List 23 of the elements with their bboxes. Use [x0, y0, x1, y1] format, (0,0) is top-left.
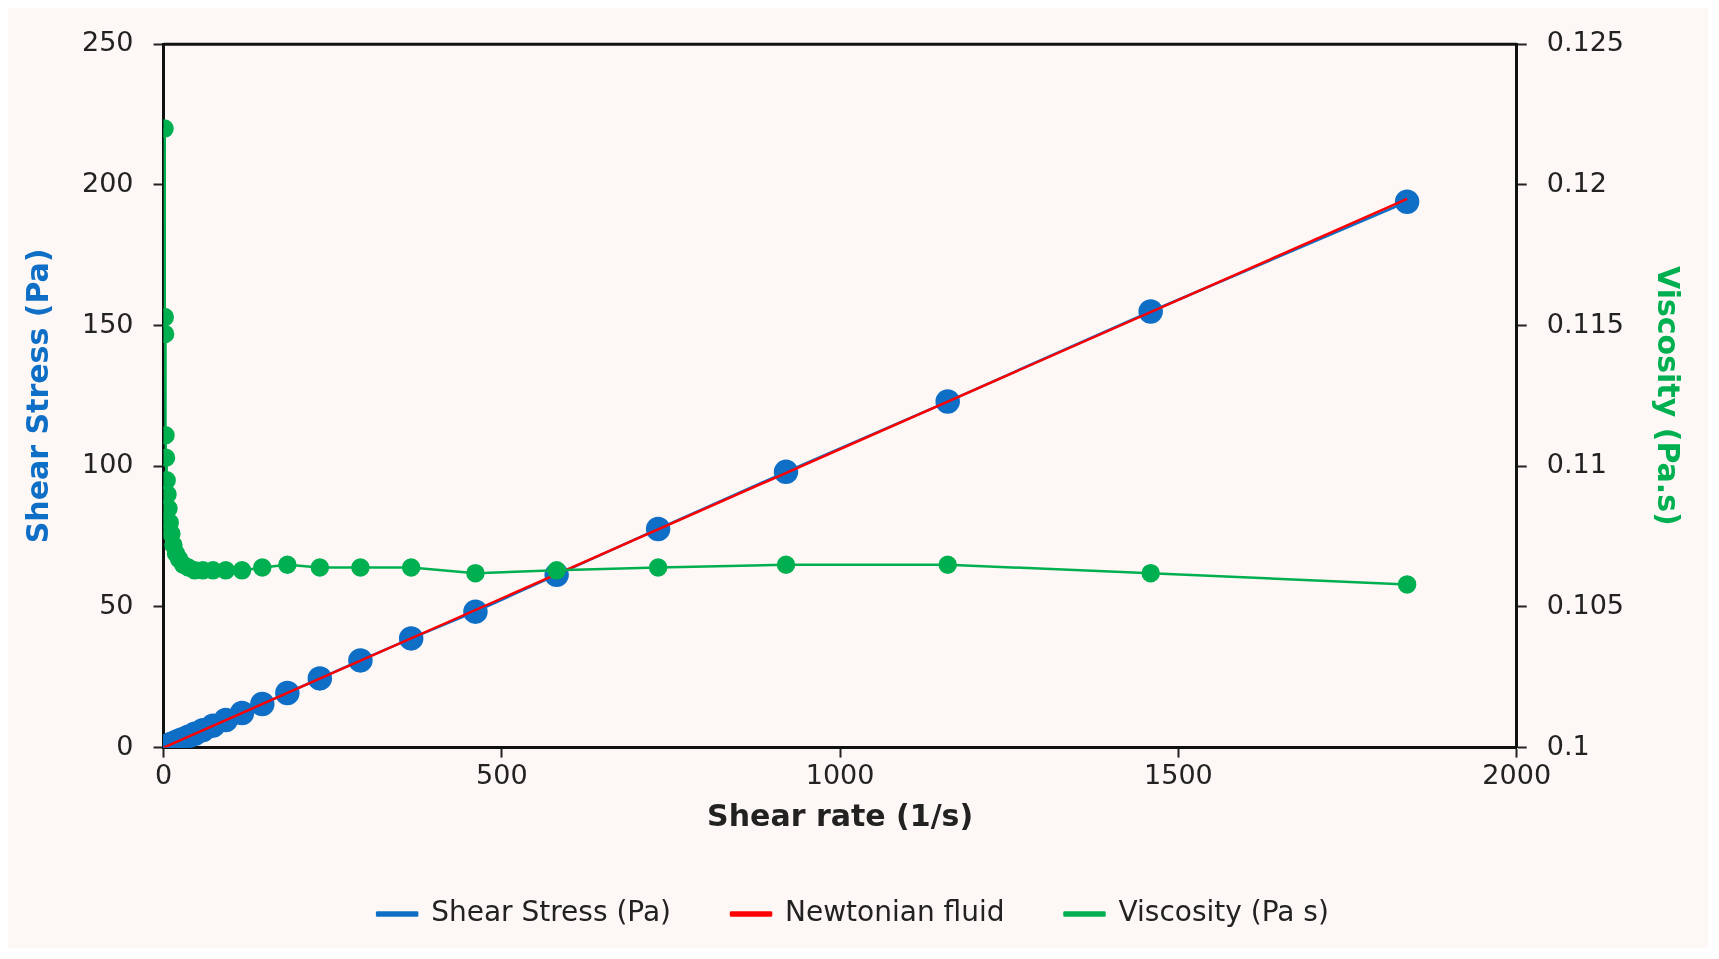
y2-tick-label: 0.115 — [1546, 307, 1624, 339]
y2-tick-label: 0.11 — [1546, 448, 1607, 480]
y2-tick-label: 0.12 — [1546, 166, 1607, 198]
legend-label: Newtonian fluid — [785, 895, 1005, 929]
x-tick-label: 0 — [154, 758, 173, 790]
x-tick-label: 2000 — [1482, 758, 1552, 790]
y2-tick-label: 0.1 — [1546, 729, 1590, 761]
y-tick-label: 0 — [116, 729, 134, 761]
y2-tick-label: 0.105 — [1546, 588, 1624, 620]
y-axis-title: Shear Stress (Pa) — [19, 248, 55, 544]
x-tick-label: 1500 — [1144, 758, 1213, 790]
y-tick-label: 100 — [81, 448, 134, 480]
x-tick-label: 500 — [476, 758, 528, 790]
y-tick-label: 250 — [81, 26, 134, 58]
y2-axis-title: Viscosity (Pa.s) — [1651, 265, 1687, 526]
y-tick-label: 200 — [81, 166, 134, 198]
x-axis-title: Shear rate (1/s) — [707, 797, 974, 833]
y-tick-label: 50 — [99, 588, 134, 620]
legend-label: Shear Stress (Pa) — [431, 895, 672, 929]
legend-label: Viscosity (Pa s) — [1118, 895, 1329, 929]
x-tick-label: 1000 — [805, 758, 875, 790]
y2-tick-label: 0.125 — [1546, 26, 1624, 58]
y-tick-label: 150 — [81, 307, 134, 339]
